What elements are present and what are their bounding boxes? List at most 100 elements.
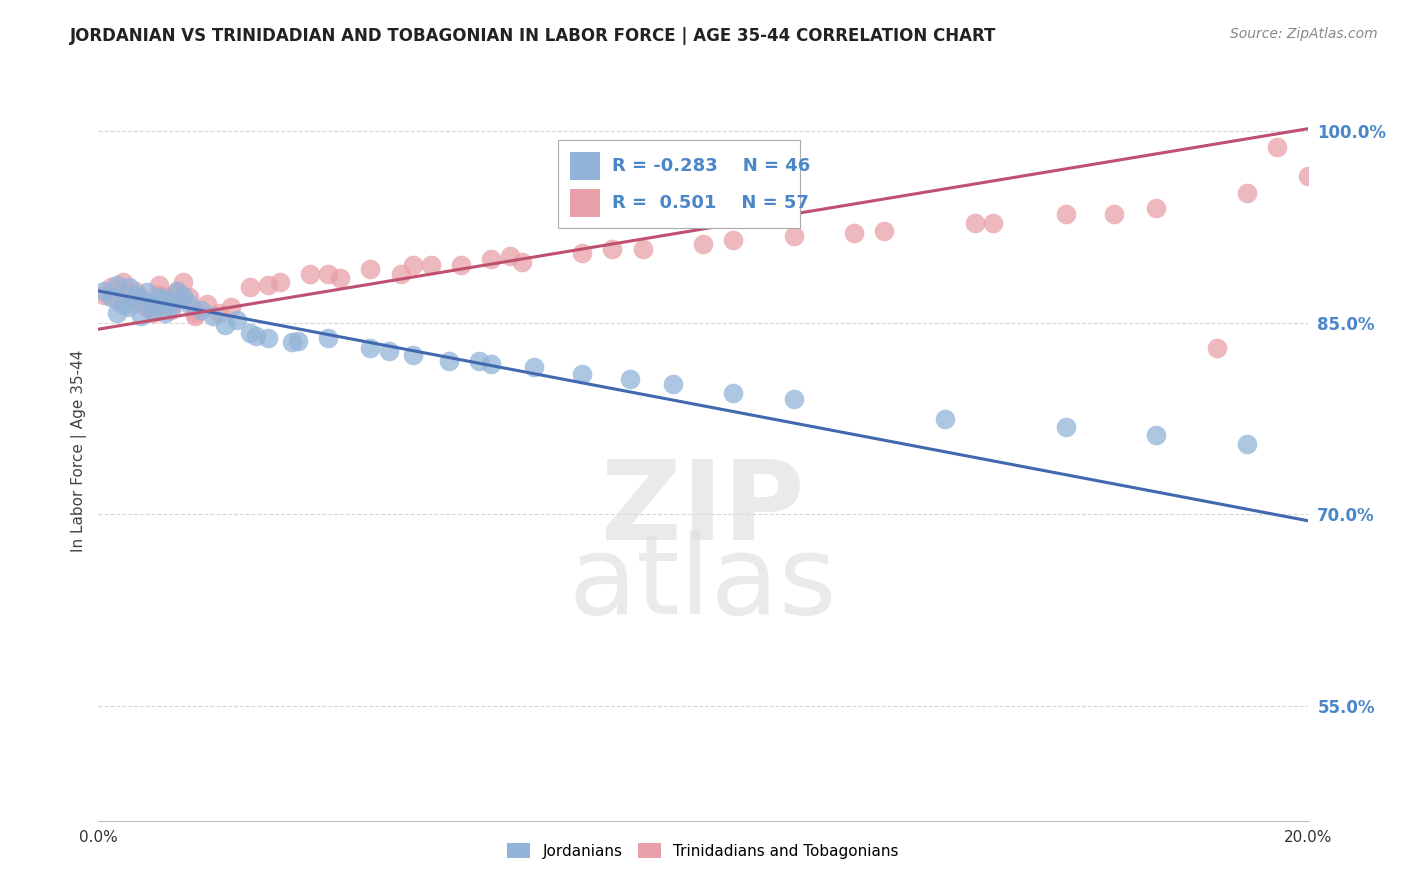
- Point: [402, 348, 425, 362]
- Point: [129, 293, 152, 307]
- Point: [153, 293, 176, 307]
- Point: [172, 290, 194, 304]
- Point: [160, 301, 183, 315]
- Point: [1054, 420, 1077, 434]
- Point: [239, 280, 262, 294]
- Point: [214, 318, 236, 333]
- Point: [1296, 169, 1319, 183]
- Point: [239, 326, 262, 340]
- Point: [723, 233, 745, 247]
- Point: [316, 268, 339, 282]
- Point: [692, 236, 714, 251]
- Point: [142, 303, 165, 318]
- Point: [723, 386, 745, 401]
- Point: [281, 334, 304, 349]
- Point: [208, 305, 231, 319]
- Point: [195, 296, 218, 310]
- Point: [571, 367, 593, 381]
- Point: [1267, 139, 1289, 153]
- Point: [190, 303, 212, 318]
- Point: [450, 259, 472, 273]
- Point: [1236, 437, 1258, 451]
- Point: [420, 259, 443, 273]
- Point: [437, 354, 460, 368]
- Point: [179, 296, 201, 310]
- Point: [468, 354, 491, 368]
- Point: [1144, 201, 1167, 215]
- Point: [166, 284, 188, 298]
- Point: [571, 245, 593, 260]
- Point: [202, 310, 225, 324]
- Point: [329, 271, 352, 285]
- Point: [184, 310, 207, 324]
- Point: [105, 305, 128, 319]
- Point: [160, 303, 183, 318]
- Point: [93, 287, 115, 301]
- Point: [124, 293, 146, 307]
- Point: [118, 296, 141, 310]
- Point: [377, 343, 399, 358]
- Point: [172, 289, 194, 303]
- Point: [135, 301, 157, 315]
- Point: [153, 305, 176, 319]
- Text: ZIP: ZIP: [602, 456, 804, 563]
- Point: [111, 283, 134, 297]
- Text: Source: ZipAtlas.com: Source: ZipAtlas.com: [1230, 27, 1378, 41]
- Point: [1144, 428, 1167, 442]
- Y-axis label: In Labor Force | Age 35-44: In Labor Force | Age 35-44: [72, 350, 87, 551]
- Point: [226, 313, 249, 327]
- Point: [100, 280, 122, 294]
- Point: [965, 216, 987, 230]
- Point: [389, 268, 412, 282]
- Point: [129, 310, 152, 324]
- Point: [100, 290, 122, 304]
- Point: [934, 411, 956, 425]
- Point: [184, 305, 207, 319]
- Point: [299, 268, 322, 282]
- Point: [1054, 207, 1077, 221]
- Point: [129, 290, 152, 304]
- Point: [481, 252, 503, 266]
- Point: [783, 229, 806, 244]
- Point: [118, 280, 141, 294]
- Point: [135, 285, 157, 300]
- Legend: Jordanians, Trinidadians and Tobagonians: Jordanians, Trinidadians and Tobagonians: [502, 837, 904, 865]
- Point: [160, 296, 183, 310]
- Point: [981, 216, 1004, 230]
- Point: [498, 249, 520, 263]
- Point: [783, 392, 806, 407]
- Text: R =  0.501    N = 57: R = 0.501 N = 57: [613, 194, 810, 212]
- Point: [142, 305, 165, 319]
- Point: [481, 357, 503, 371]
- Point: [135, 301, 157, 315]
- Point: [166, 284, 188, 298]
- Text: JORDANIAN VS TRINIDADIAN AND TOBAGONIAN IN LABOR FORCE | AGE 35-44 CORRELATION C: JORDANIAN VS TRINIDADIAN AND TOBAGONIAN …: [70, 27, 997, 45]
- Point: [105, 293, 128, 307]
- Point: [360, 262, 382, 277]
- Point: [221, 301, 243, 315]
- Point: [602, 242, 624, 256]
- Point: [873, 224, 896, 238]
- Point: [1206, 342, 1229, 356]
- Point: [1102, 207, 1125, 221]
- Point: [256, 277, 278, 292]
- Point: [105, 277, 128, 292]
- Point: [269, 275, 291, 289]
- Point: [256, 331, 278, 345]
- Point: [118, 301, 141, 315]
- Point: [510, 254, 533, 268]
- Point: [523, 360, 546, 375]
- Point: [148, 287, 170, 301]
- Point: [111, 296, 134, 310]
- Point: [287, 334, 309, 348]
- Point: [172, 275, 194, 289]
- FancyBboxPatch shape: [569, 189, 600, 218]
- Point: [316, 331, 339, 345]
- Point: [661, 377, 683, 392]
- Point: [93, 284, 115, 298]
- Point: [360, 342, 382, 356]
- FancyBboxPatch shape: [569, 153, 600, 180]
- Point: [245, 328, 267, 343]
- Text: R = -0.283    N = 46: R = -0.283 N = 46: [613, 157, 811, 175]
- Point: [142, 296, 165, 310]
